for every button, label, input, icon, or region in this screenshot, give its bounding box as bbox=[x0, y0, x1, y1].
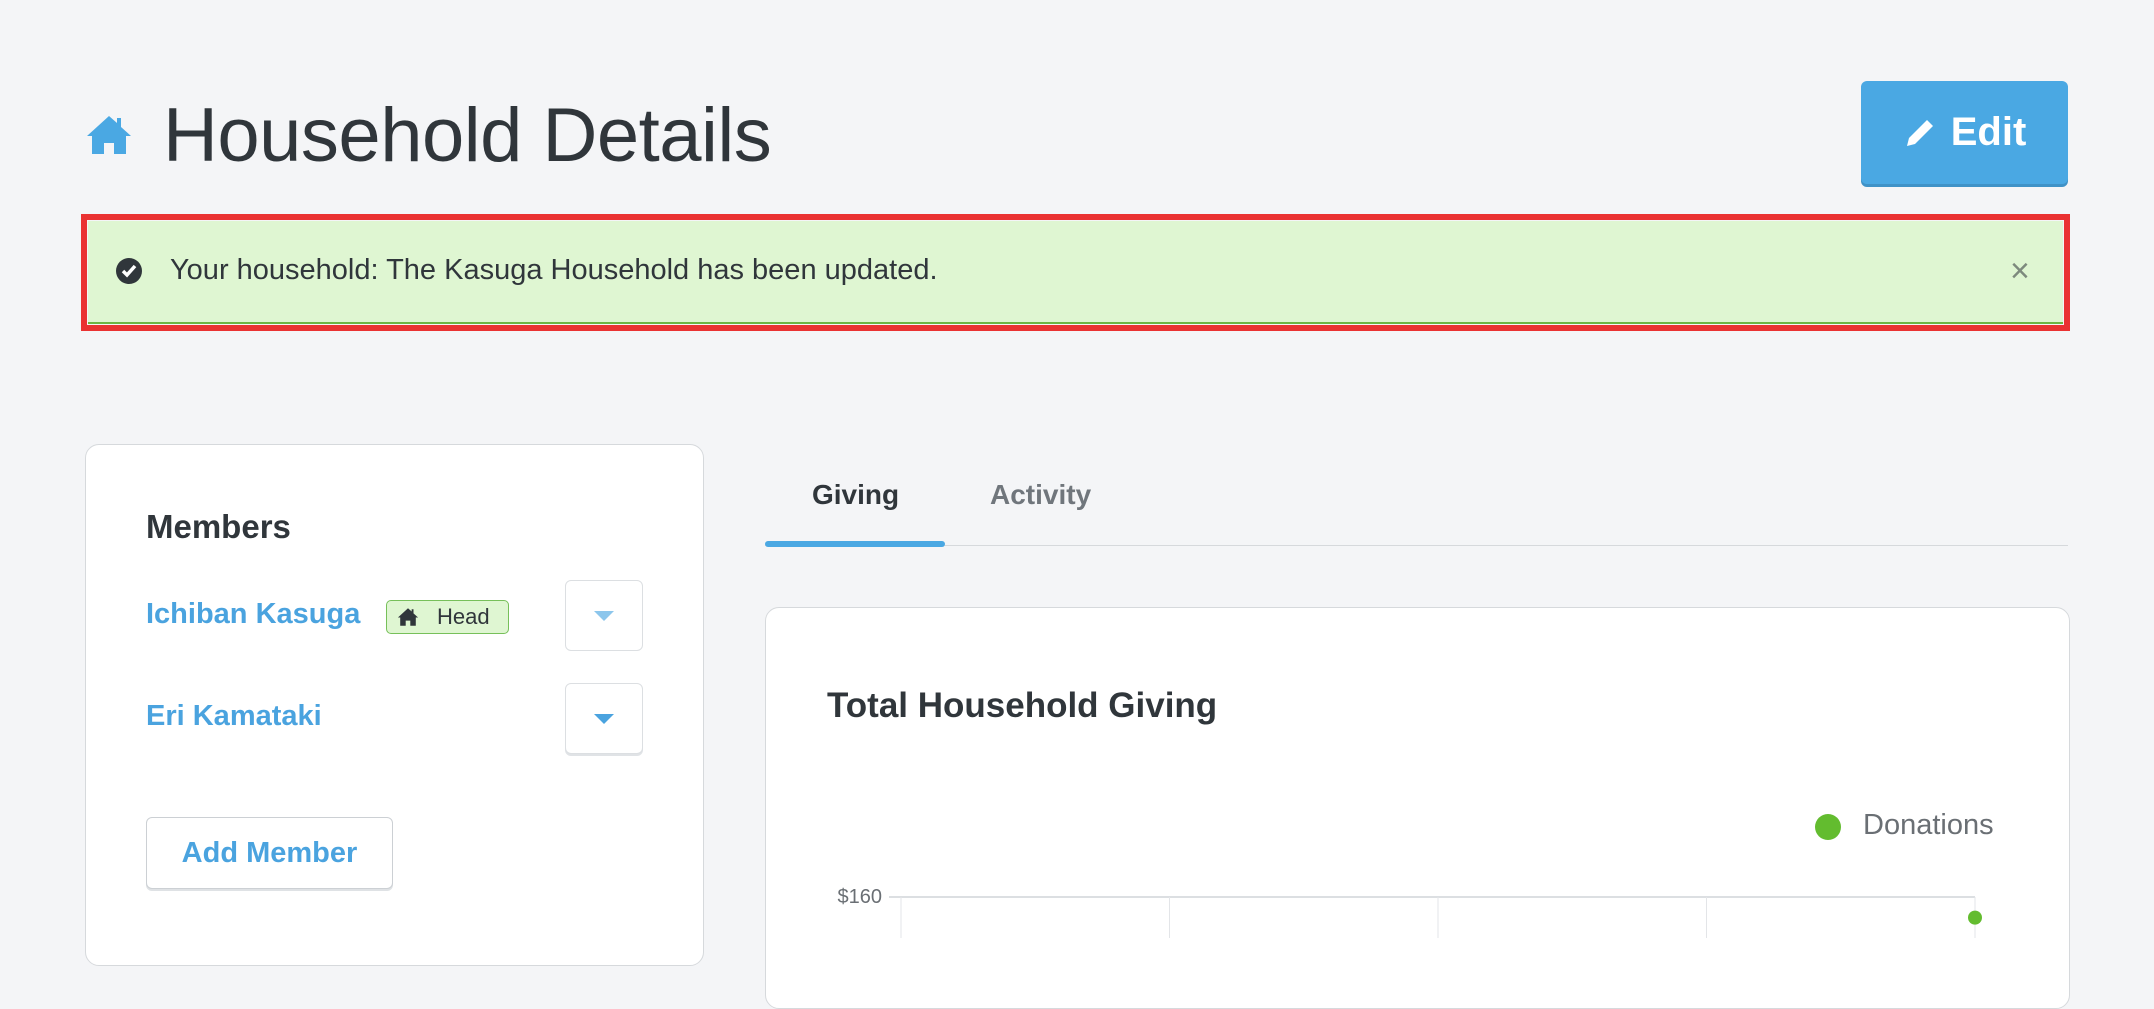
tab-giving[interactable]: Giving bbox=[812, 479, 900, 510]
check-circle-icon bbox=[116, 258, 142, 284]
pencil-icon bbox=[1906, 119, 1933, 146]
edit-button[interactable]: Edit bbox=[1861, 81, 2068, 184]
members-title: Members bbox=[146, 508, 291, 545]
member-link[interactable]: Eri Kamataki bbox=[146, 700, 322, 732]
legend-marker-donations bbox=[1815, 814, 1841, 840]
success-alert bbox=[88, 221, 2063, 324]
active-tab-indicator bbox=[765, 541, 945, 547]
member-options-dropdown[interactable] bbox=[565, 683, 643, 754]
legend-label-donations[interactable]: Donations bbox=[1863, 809, 1994, 841]
head-badge: Head bbox=[386, 600, 509, 634]
caret-down-icon bbox=[594, 713, 614, 724]
chart-card bbox=[765, 607, 2070, 1009]
alert-message: Your household: The Kasuga Household has… bbox=[170, 254, 938, 286]
home-icon bbox=[397, 608, 419, 626]
y-tick-label: $160 bbox=[838, 886, 883, 908]
data-point-donations bbox=[1968, 910, 1982, 925]
edit-button-label: Edit bbox=[1950, 110, 2027, 154]
caret-down-icon bbox=[594, 610, 614, 621]
home-icon bbox=[87, 116, 131, 154]
tab-divider bbox=[765, 545, 2068, 546]
add-member-button[interactable]: Add Member bbox=[146, 817, 393, 889]
tab-activity[interactable]: Activity bbox=[990, 479, 1092, 510]
alert-highlight-frame bbox=[81, 214, 2070, 331]
badge-label: Head bbox=[437, 604, 490, 629]
giving-chart: $160 bbox=[838, 886, 1982, 938]
close-icon[interactable]: × bbox=[2010, 252, 2030, 290]
page-title: Household Details bbox=[163, 93, 772, 178]
member-link[interactable]: Ichiban Kasuga bbox=[146, 598, 361, 630]
chart-title: Total Household Giving bbox=[827, 686, 1218, 725]
member-options-dropdown[interactable] bbox=[565, 580, 643, 651]
